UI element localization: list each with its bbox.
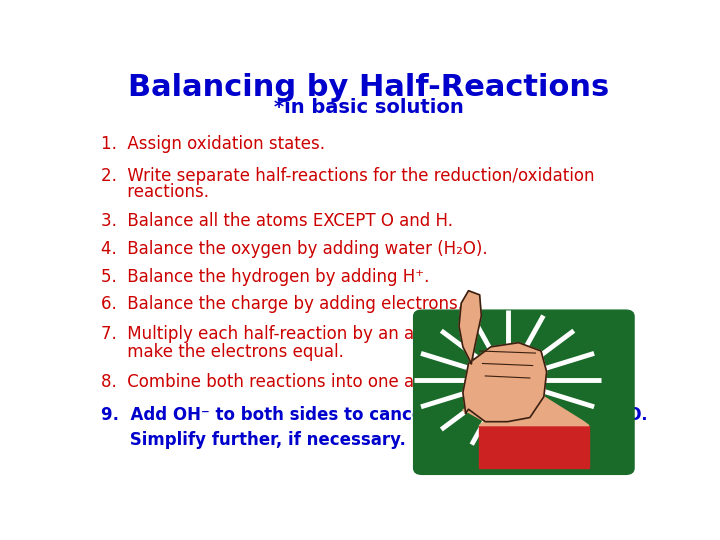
- Text: reactions.: reactions.: [101, 183, 209, 201]
- Text: *in basic solution: *in basic solution: [274, 98, 464, 117]
- Polygon shape: [479, 426, 589, 468]
- Text: Balancing by Half-Reactions: Balancing by Half-Reactions: [128, 73, 610, 102]
- Text: 2.  Write separate half-reactions for the reduction/oxidation: 2. Write separate half-reactions for the…: [101, 167, 595, 185]
- Polygon shape: [463, 343, 546, 422]
- Text: 7.  Multiply each half-reaction by an appropriate number to: 7. Multiply each half-reaction by an app…: [101, 325, 593, 343]
- Text: 4.  Balance the oxygen by adding water (H₂O).: 4. Balance the oxygen by adding water (H…: [101, 240, 487, 258]
- Text: 6.  Balance the charge by adding electrons.: 6. Balance the charge by adding electron…: [101, 295, 463, 313]
- Text: Simplify further, if necessary.: Simplify further, if necessary.: [101, 431, 406, 449]
- Text: 8.  Combine both reactions into one and cancel.: 8. Combine both reactions into one and c…: [101, 373, 500, 392]
- Text: 5.  Balance the hydrogen by adding H⁺.: 5. Balance the hydrogen by adding H⁺.: [101, 268, 430, 286]
- FancyBboxPatch shape: [413, 310, 634, 474]
- Text: 3.  Balance all the atoms EXCEPT O and H.: 3. Balance all the atoms EXCEPT O and H.: [101, 212, 453, 231]
- Polygon shape: [463, 351, 589, 426]
- Text: make the electrons equal.: make the electrons equal.: [101, 343, 344, 361]
- Text: 1.  Assign oxidation states.: 1. Assign oxidation states.: [101, 136, 325, 153]
- Text: 9.  Add OH⁻ to both sides to cancel out H⁺ and create H₂O.: 9. Add OH⁻ to both sides to cancel out H…: [101, 406, 648, 424]
- Polygon shape: [459, 291, 482, 363]
